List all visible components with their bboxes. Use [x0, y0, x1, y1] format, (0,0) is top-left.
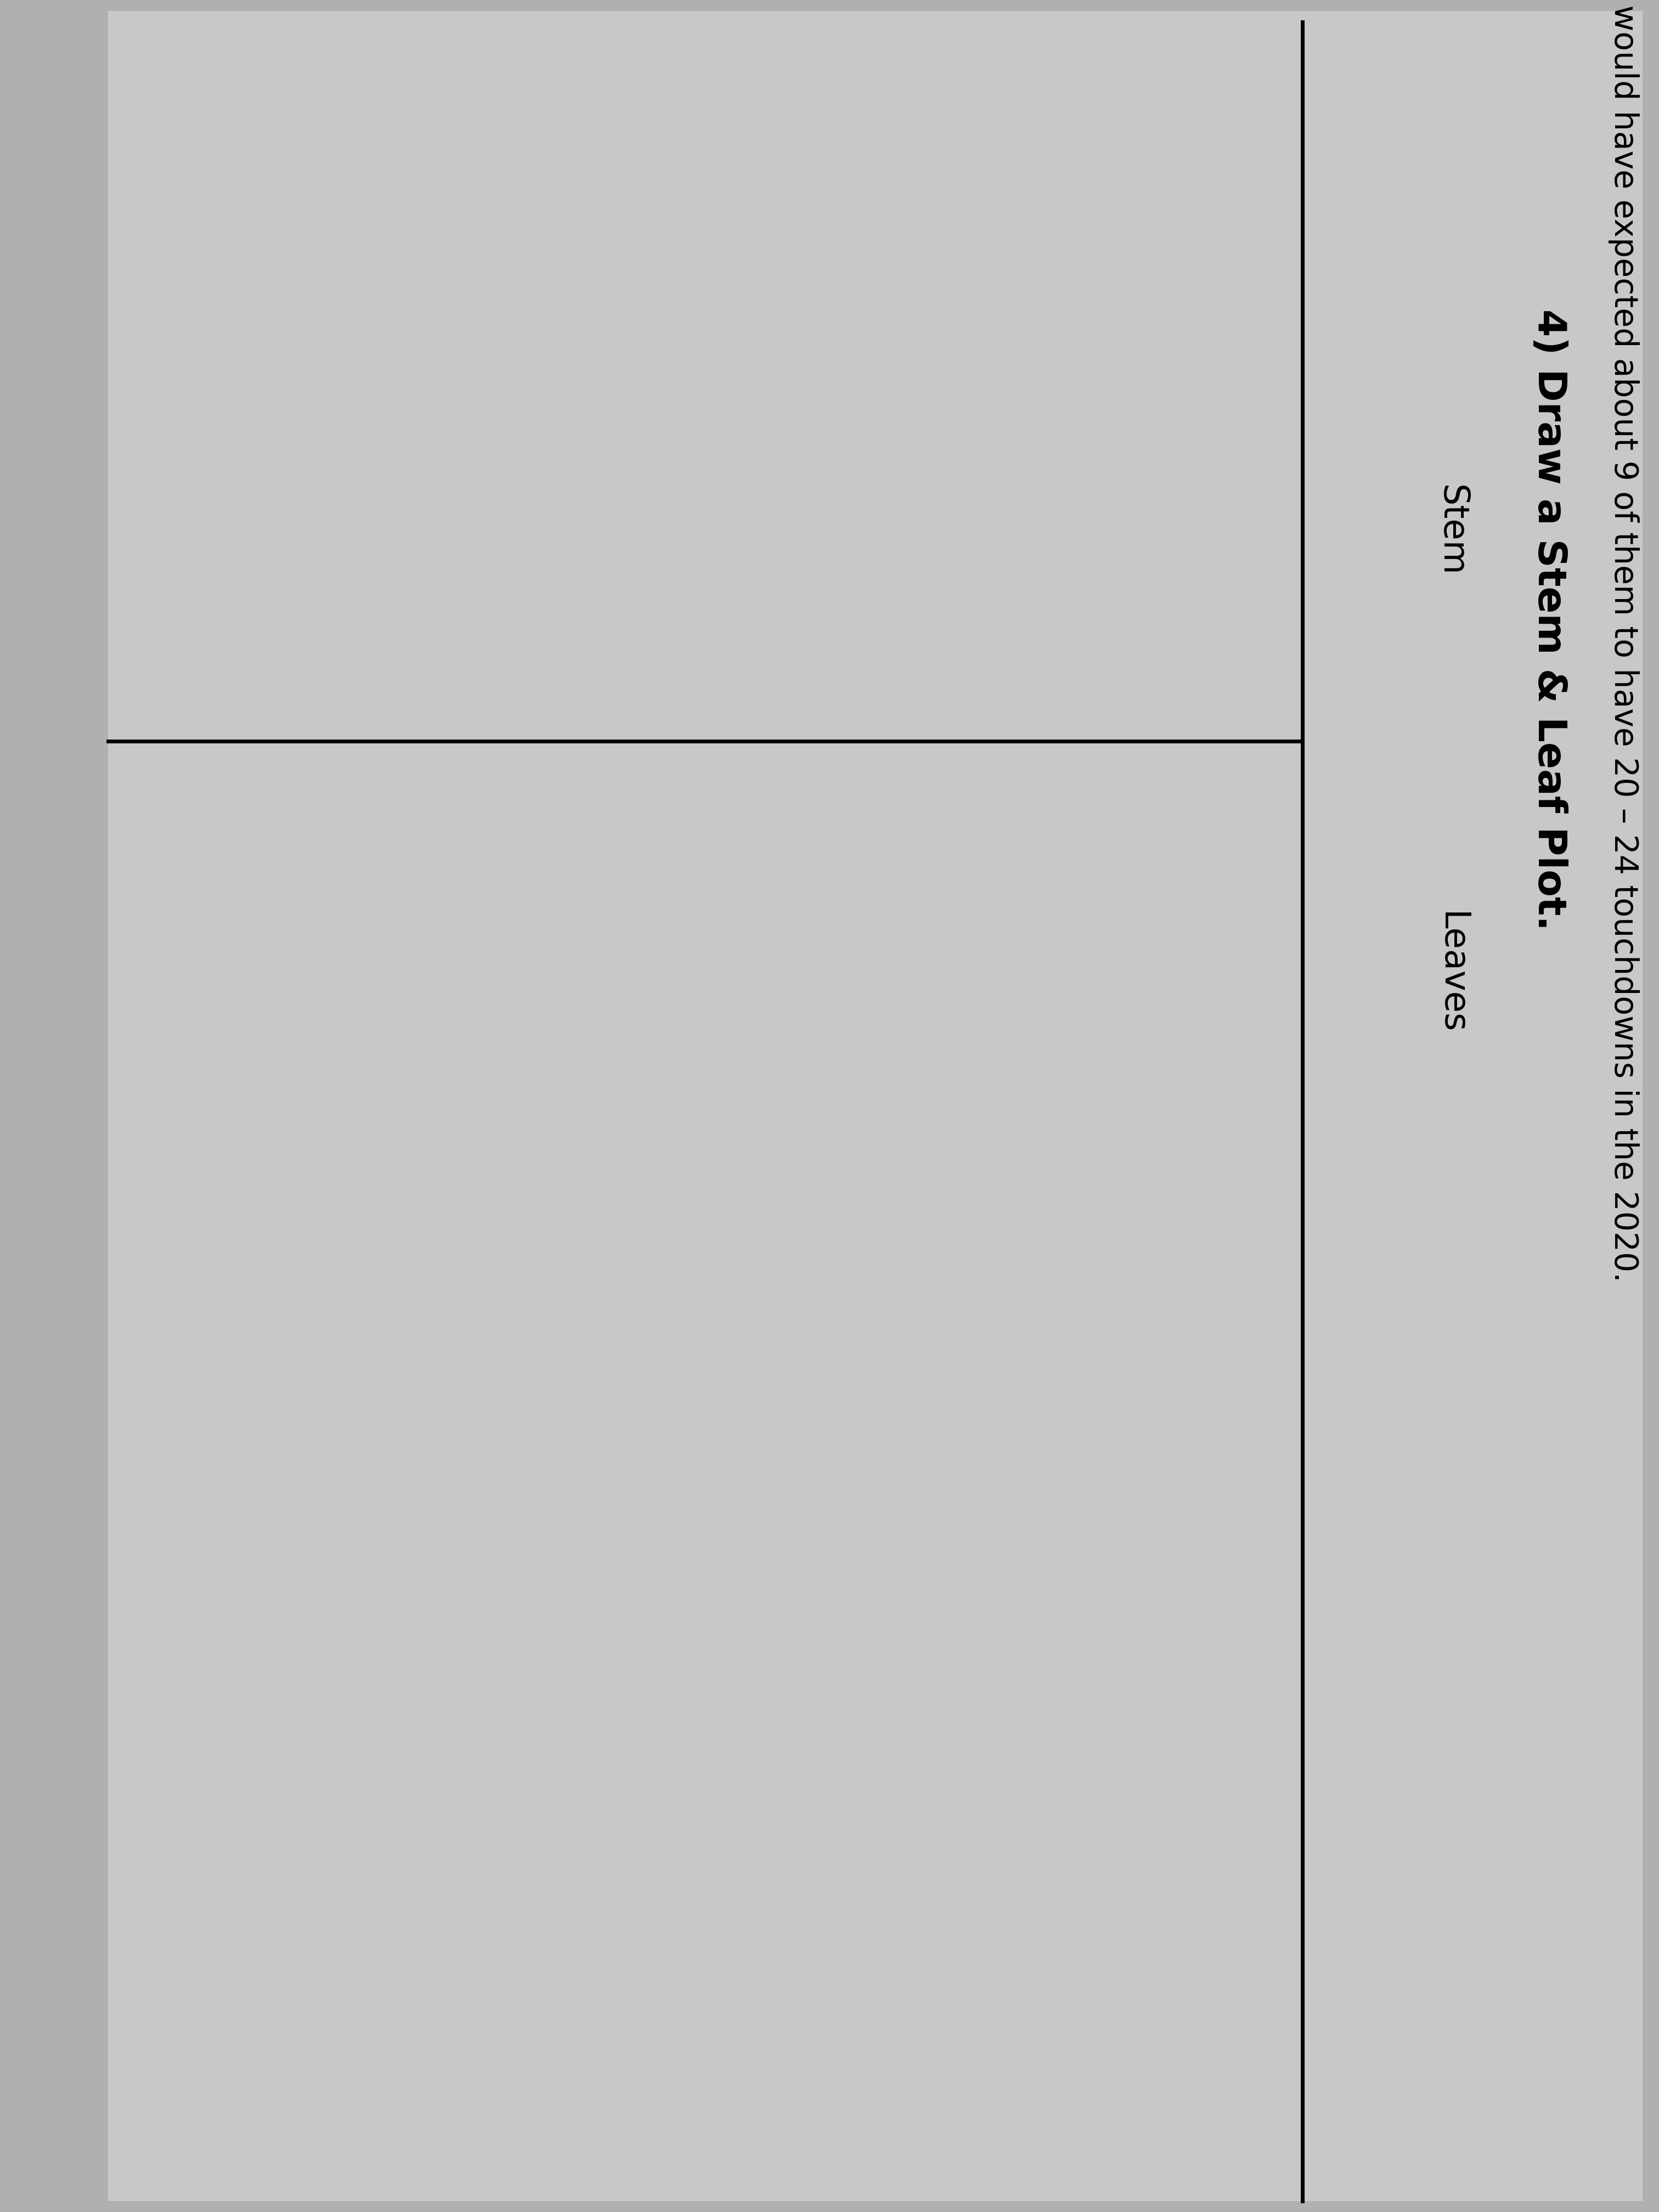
FancyBboxPatch shape	[108, 11, 1642, 2201]
Text: nc would have expected about 9 of them to have 20 – 24 touchdowns in the 2020.: nc would have expected about 9 of them t…	[1608, 0, 1639, 1283]
Text: 4) Draw a Stem & Leaf Plot.: 4) Draw a Stem & Leaf Plot.	[1530, 310, 1568, 929]
Text: Stem: Stem	[1435, 484, 1468, 577]
Text: Leaves: Leaves	[1435, 911, 1468, 1035]
